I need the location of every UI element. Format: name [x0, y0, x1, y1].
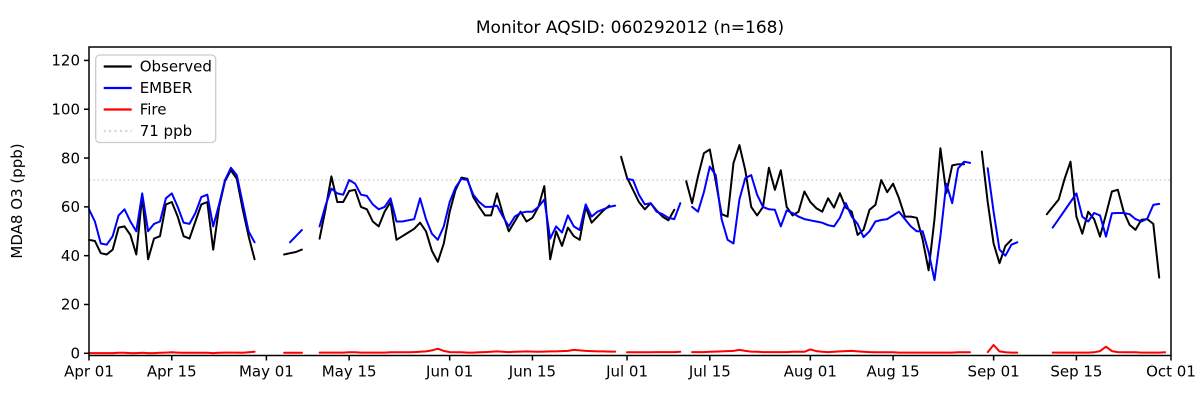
- series-observed-line: [1045, 160, 1161, 279]
- legend-item-observed: Observed: [140, 58, 212, 76]
- x-tick-label: Jun 01: [425, 363, 473, 381]
- x-tick-label: Jun 15: [508, 363, 556, 381]
- series-ember-line: [289, 229, 303, 244]
- series-fire-line: [318, 347, 617, 354]
- series-observed-line: [88, 169, 256, 261]
- x-tick-label: Aug 15: [867, 363, 920, 381]
- x-tick-label: May 15: [322, 363, 377, 381]
- x-tick-label: Apr 01: [64, 363, 114, 381]
- y-axis-label: MDA8 O3 (ppb): [8, 143, 26, 258]
- series-ember-line: [88, 166, 256, 246]
- series-ember-line: [318, 177, 617, 241]
- plot-frame: [88, 46, 1172, 357]
- legend-item-71-ppb: 71 ppb: [140, 122, 192, 140]
- series-ember-line: [1051, 192, 1161, 238]
- y-tick-label: 0: [70, 345, 80, 363]
- series-layer: [88, 144, 1167, 355]
- series-ember-line: [986, 167, 1019, 257]
- y-tick-label: 40: [61, 247, 80, 265]
- y-tick-label: 120: [51, 52, 80, 70]
- series-observed-line: [620, 155, 676, 222]
- y-tick-label: 20: [61, 296, 80, 314]
- y-tick-label: 100: [51, 100, 80, 118]
- series-fire-line: [986, 344, 1019, 354]
- x-tick-label: Sep 15: [1050, 363, 1102, 381]
- axes-layer: 0 20 40 60 80 100 120 Apr 01 Apr 15 May 01 May 15 J…: [51, 46, 1196, 381]
- series-ember-line: [626, 177, 682, 221]
- x-tick-label: Aug 01: [784, 363, 837, 381]
- x-tick-label: Jul 01: [605, 363, 648, 381]
- legend-box: [95, 54, 217, 144]
- legend-item-fire: Fire: [140, 101, 167, 119]
- series-observed-line: [318, 175, 611, 263]
- legend: Observed EMBER Fire 71 ppb: [95, 54, 217, 144]
- x-tick-label: May 01: [239, 363, 294, 381]
- series-fire-line: [626, 350, 682, 354]
- y-tick-label: 80: [61, 149, 80, 167]
- series-fire-line: [88, 350, 256, 355]
- series-observed-line: [685, 144, 966, 272]
- chart-title: Monitor AQSID: 060292012 (n=168): [476, 18, 784, 38]
- x-tick-label: Jul 15: [688, 363, 731, 381]
- x-tick-label: Apr 15: [147, 363, 197, 381]
- series-fire-line: [1051, 345, 1167, 354]
- y-tick-label: 60: [61, 198, 80, 216]
- series-fire-line: [691, 348, 971, 354]
- legend-item-ember: EMBER: [140, 79, 193, 97]
- x-tick-label: Oct 01: [1146, 363, 1196, 381]
- series-observed-line: [980, 150, 1013, 265]
- series-ember-line: [691, 160, 971, 282]
- x-tick-label: Sep 01: [968, 363, 1020, 381]
- series-observed-line: [283, 248, 303, 256]
